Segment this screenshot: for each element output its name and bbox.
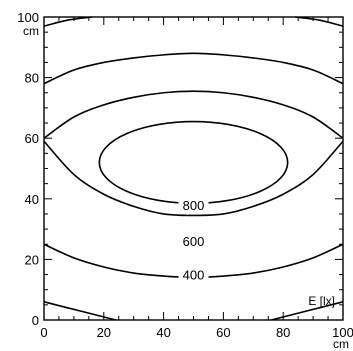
x-tick-label: 60 (216, 325, 230, 340)
x-tick-label: 40 (156, 325, 170, 340)
x-tick-label: 20 (97, 325, 111, 340)
y-tick-label: 100 (17, 10, 39, 25)
contour-line-800 (98, 120, 289, 205)
contour-label-400: 400 (183, 268, 205, 283)
contour-line-400-upper (43, 52, 344, 85)
y-tick-label: 60 (25, 131, 39, 146)
plot-frame (43, 16, 344, 321)
x-tick-label: 80 (276, 325, 290, 340)
y-unit-label: cm (23, 24, 39, 38)
contour-line-corner (43, 301, 116, 321)
contour-label-bg (178, 196, 209, 213)
y-tick-label: 20 (25, 252, 39, 267)
contour-lines (43, 16, 344, 321)
contour-line-corner (295, 16, 344, 27)
x-unit-label: cm (333, 337, 349, 351)
contour-label-800: 800 (183, 198, 205, 213)
contour-label-600: 600 (183, 234, 205, 249)
y-tick-label: 40 (25, 192, 39, 207)
y-tick-label: 0 (32, 313, 39, 328)
contour-label-bg (178, 233, 209, 250)
y-tick-label: 80 (25, 71, 39, 86)
x-tick-label: 0 (40, 325, 47, 340)
contour-line-600-upper (43, 90, 344, 139)
contour-line-corner (271, 301, 344, 321)
contour-line-600-lower (43, 140, 344, 217)
legend-label: E [lx] (308, 294, 335, 308)
x-tick-label: 100 (332, 325, 353, 340)
contour-label-bg (178, 266, 209, 283)
contour-line-corner (43, 16, 92, 27)
